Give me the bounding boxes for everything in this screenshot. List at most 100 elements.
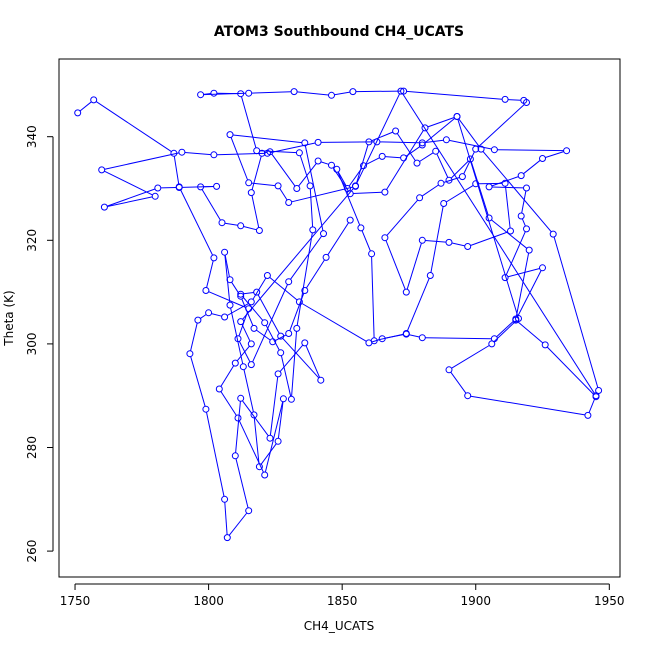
data-point [485,214,493,222]
series-segment [279,188,288,201]
data-point [210,89,218,97]
data-point [263,149,271,157]
data-point [215,385,223,393]
series-segment [516,270,542,318]
series-segment [507,268,540,278]
series-segment [298,163,317,187]
data-point [381,234,389,242]
series-segment [241,96,257,148]
data-point [488,340,496,348]
x-tick-label: 1950 [594,594,625,608]
data-point [269,338,277,346]
y-axis: 260 280 300 320 340 [25,125,54,563]
data-point [237,292,245,300]
data-point [247,298,255,306]
series-segment [297,91,329,96]
data-point [247,361,255,369]
series-segment [236,345,250,362]
data-point [525,246,533,254]
series-segment [251,156,262,190]
series-segment [104,170,153,196]
series-segment [496,320,514,338]
series-segment [450,371,467,394]
data-point [501,179,509,187]
data-point [239,363,247,371]
series-segment [470,231,508,246]
data-point [368,250,376,258]
x-tick-label: 1750 [60,594,91,608]
data-point [194,316,202,324]
series-segment [290,235,323,280]
data-point [100,203,108,211]
series-segment [190,356,206,407]
series-segment [361,230,371,252]
series-segment [320,161,329,165]
series-segment [228,512,248,536]
data-point [221,495,229,503]
series-segment [190,322,198,351]
data-point [440,200,448,207]
data-point [501,95,509,103]
data-point [349,88,357,96]
data-point [563,147,571,155]
data-point [202,405,210,413]
data-point [226,301,234,309]
data-point [98,166,106,174]
data-point [223,534,231,542]
data-point [301,339,309,347]
series-segment [279,344,304,373]
data-point [472,180,480,188]
series-segment [386,130,424,190]
series-segment [409,334,420,338]
series-segment [545,151,564,158]
data-point [320,230,327,238]
data-point [218,219,226,227]
series-segment [309,188,314,227]
series-segment [515,253,530,317]
series-segment [337,171,347,187]
data-point [90,96,98,104]
series-segment [257,294,280,334]
data-point [279,395,287,403]
data-point [301,139,309,147]
data-point [250,324,258,332]
y-tick-label: 320 [25,229,39,252]
data-point [261,471,269,479]
series-segment [505,231,526,276]
y-tick-label: 340 [25,125,39,148]
series-segment [553,236,599,388]
data-point [231,452,239,460]
series-segment [365,157,380,165]
data-point [274,370,282,378]
data-point [221,248,229,256]
data-point [400,154,408,162]
series-segment [241,324,251,342]
series-segment [291,186,353,203]
series-segment [79,101,92,112]
series-segment [265,325,280,351]
data-point [293,324,301,332]
series-segment [241,400,269,437]
data-point [274,182,282,190]
data-point [301,287,309,294]
data-point [277,332,285,340]
data-point [261,319,269,327]
data-point [418,139,426,147]
series-segment [200,314,207,319]
series-segment [270,142,316,154]
data-point [175,184,183,191]
series-segment [406,90,503,100]
series-segment [252,284,288,363]
series-segment [206,260,214,288]
data-point [274,437,282,445]
series-segment [477,104,525,148]
series-segment [355,144,369,184]
data-point [250,411,258,419]
data-point [381,188,389,196]
series-segment [251,182,276,187]
series-segment [231,281,240,294]
data-point [237,222,245,230]
series-segment [243,226,257,231]
series-segment [260,443,277,465]
